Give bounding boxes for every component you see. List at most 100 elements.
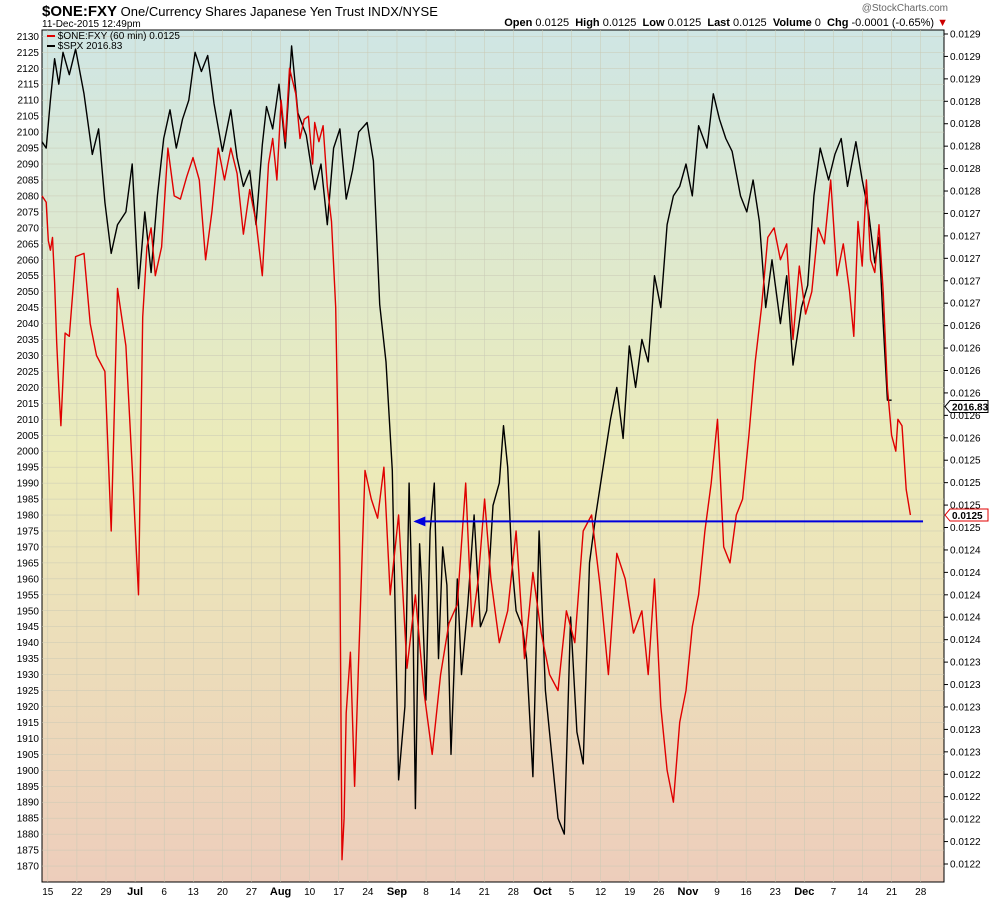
- left-tick-label: 1870: [17, 862, 40, 873]
- left-tick-label: 2085: [17, 175, 40, 186]
- right-tick-label: 0.0126: [950, 366, 981, 377]
- left-tick-label: 2065: [17, 239, 40, 250]
- fxy-last-tag: 0.0125: [944, 508, 989, 522]
- right-tick-label: 0.0128: [950, 187, 981, 198]
- right-tick-label: 0.0126: [950, 411, 981, 422]
- legend-spx: $SPX 2016.83: [47, 41, 122, 52]
- right-tick-label: 0.0126: [950, 388, 981, 399]
- x-tick-label: 16: [741, 887, 753, 898]
- right-tick-label: 0.0127: [950, 276, 981, 287]
- left-tick-label: 2030: [17, 351, 40, 362]
- legend-swatch-spx: [47, 45, 55, 48]
- right-tick-label: 0.0126: [950, 433, 981, 444]
- x-tick-label: 12: [595, 887, 607, 898]
- left-tick-label: 1980: [17, 511, 40, 522]
- right-tick-label: 0.0122: [950, 860, 981, 871]
- plot-area: [41, 29, 945, 883]
- left-tick-label: 2130: [17, 32, 40, 43]
- stat-chg-label: Chg: [827, 17, 849, 29]
- right-tick-label: 0.0127: [950, 231, 981, 242]
- left-tick-label: 2000: [17, 447, 40, 458]
- right-tick-label: 0.0129: [950, 74, 981, 85]
- right-tick-label: 0.0127: [950, 299, 981, 310]
- stat-high-label: High: [575, 17, 600, 29]
- legend-swatch-fxy: [47, 35, 55, 38]
- left-tick-label: 2120: [17, 64, 40, 75]
- left-tick-label: 2100: [17, 128, 40, 139]
- x-tick-label: Jul: [127, 886, 143, 898]
- left-tick-label: 2040: [17, 319, 40, 330]
- stat-chg-value: -0.0001 (-0.65%): [851, 17, 935, 29]
- right-tick-label: 0.0127: [950, 209, 981, 220]
- x-tick-label: 14: [857, 887, 869, 898]
- right-tick-label: 0.0126: [950, 344, 981, 355]
- left-tick-label: 1965: [17, 558, 40, 569]
- x-tick-label: Nov: [678, 886, 700, 898]
- stat-last-value: 0.0125: [733, 17, 767, 29]
- right-tick-label: 0.0128: [950, 97, 981, 108]
- left-tick-label: 1935: [17, 654, 40, 665]
- right-tick-label: 0.0129: [950, 30, 981, 41]
- right-tick-label: 0.0123: [950, 725, 981, 736]
- x-tick-label: Dec: [794, 886, 814, 898]
- stat-open-value: 0.0125: [535, 17, 570, 29]
- legend-fxy-label: $ONE:FXY (60 min) 0.0125: [57, 31, 180, 42]
- left-tick-label: 2010: [17, 415, 40, 426]
- right-tick-label: 0.0122: [950, 770, 981, 781]
- left-tick-label: 2005: [17, 431, 40, 442]
- x-tick-label: 28: [915, 887, 927, 898]
- x-tick-label: 22: [71, 887, 83, 898]
- series-spx-line: [41, 45, 892, 835]
- spx-last-tag-box: [944, 400, 989, 414]
- spx-last-tag: 2016.83: [944, 400, 989, 414]
- left-tick-label: 2015: [17, 399, 40, 410]
- x-tick-label: 29: [100, 887, 112, 898]
- x-tick-label: 15: [42, 887, 54, 898]
- left-tick-label: 2090: [17, 160, 40, 171]
- legend-fxy: $ONE:FXY (60 min) 0.0125: [47, 31, 180, 42]
- left-tick-label: 1900: [17, 766, 40, 777]
- left-tick-label: 1910: [17, 734, 40, 745]
- right-tick-label: 0.0122: [950, 837, 981, 848]
- chart-date: 11-Dec-2015 12:49pm: [42, 19, 141, 30]
- x-tick-label: 20: [217, 887, 229, 898]
- x-tick-label: 28: [508, 887, 520, 898]
- left-tick-label: 1945: [17, 622, 40, 633]
- x-tick-label: 8: [423, 887, 429, 898]
- left-tick-label: 1915: [17, 718, 40, 729]
- right-tick-label: 0.0123: [950, 747, 981, 758]
- left-tick-label: 1985: [17, 495, 40, 506]
- x-axis: 15 22 29 Jul 6 13 20 27 Aug 10 17 24 Sep 8 14 21 28 Oct 5 1…: [42, 886, 926, 898]
- x-tick-label: 17: [333, 887, 345, 898]
- right-tick-label: 0.0128: [950, 142, 981, 153]
- stat-low-value: 0.0125: [667, 17, 702, 29]
- description: One/Currency Shares Japanese Yen Trust: [120, 4, 365, 19]
- left-tick-label: 2020: [17, 383, 40, 394]
- fxy-last-tag-box: [944, 508, 989, 522]
- left-tick-label: 1905: [17, 750, 40, 761]
- left-tick-label: 1955: [17, 590, 40, 601]
- right-axis: 0.0129 0.0129 0.0129 0.0128 0.0128 0.0128 0.01…: [944, 30, 981, 871]
- x-tick-label: Oct: [533, 886, 552, 898]
- left-tick-label: 1990: [17, 479, 40, 490]
- x-tick-label: 19: [624, 887, 636, 898]
- fxy-last-tag-text: 0.0125: [952, 511, 983, 522]
- right-tick-label: 0.0128: [950, 164, 981, 175]
- x-tick-label: 6: [161, 887, 167, 898]
- left-tick-label: 1960: [17, 574, 40, 585]
- left-tick-label: 2115: [17, 80, 39, 91]
- right-tick-label: 0.0123: [950, 680, 981, 691]
- left-tick-label: 1890: [17, 798, 40, 809]
- last-value-tags: 2016.83 0.0125: [944, 400, 989, 522]
- left-tick-label: 1940: [17, 638, 40, 649]
- x-tick-label: Aug: [270, 886, 291, 898]
- stat-volume-label: Volume: [772, 17, 812, 29]
- left-tick-label: 2045: [17, 303, 40, 314]
- x-tick-label: 27: [246, 887, 258, 898]
- x-tick-label: 23: [770, 887, 782, 898]
- x-tick-label: 21: [479, 887, 491, 898]
- chart-title: $ONE:FXY One/Currency Shares Japanese Ye…: [42, 3, 438, 20]
- x-tick-label: Sep: [387, 886, 407, 898]
- legend-spx-label: $SPX 2016.83: [57, 41, 123, 52]
